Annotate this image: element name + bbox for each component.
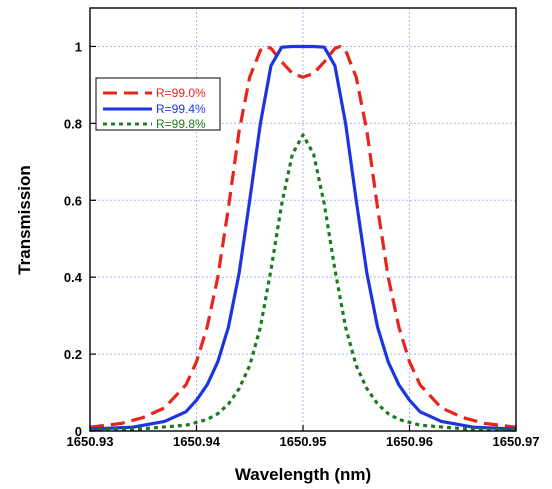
legend: R=99.0% R=99.4% R=99.8% (95, 77, 221, 131)
x-tick-label: 1650.95 (280, 434, 327, 449)
y-tick-label: 0 (75, 424, 82, 439)
x-axis-title: Wavelength (nm) (235, 465, 371, 484)
x-tick-label: 1650.97 (493, 434, 540, 449)
legend-box (95, 77, 221, 131)
axis-ticks: 1650.93 1650.94 1650.95 1650.96 1650.97 0 0.2 0… (64, 39, 540, 449)
series-line-1 (89, 44, 517, 431)
series-lines (89, 44, 517, 432)
x-tick-label: 1650.94 (173, 434, 221, 449)
legend-label-r994: R=99.4% (156, 102, 206, 116)
legend-label-r998: R=99.8% (156, 117, 206, 131)
legend-label-r990: R=99.0% (156, 86, 206, 100)
y-tick-label: 0.4 (64, 270, 83, 285)
series-line-2 (89, 133, 517, 432)
y-axis-title: Transmission (15, 165, 34, 275)
x-tick-label: 1650.96 (386, 434, 433, 449)
series-line-0 (89, 44, 517, 429)
y-tick-label: 0.2 (64, 347, 82, 362)
y-tick-label: 1 (75, 39, 82, 54)
y-tick-label: 0.6 (64, 193, 82, 208)
x-tick-label: 1650.93 (67, 434, 114, 449)
y-tick-label: 0.8 (64, 116, 82, 131)
